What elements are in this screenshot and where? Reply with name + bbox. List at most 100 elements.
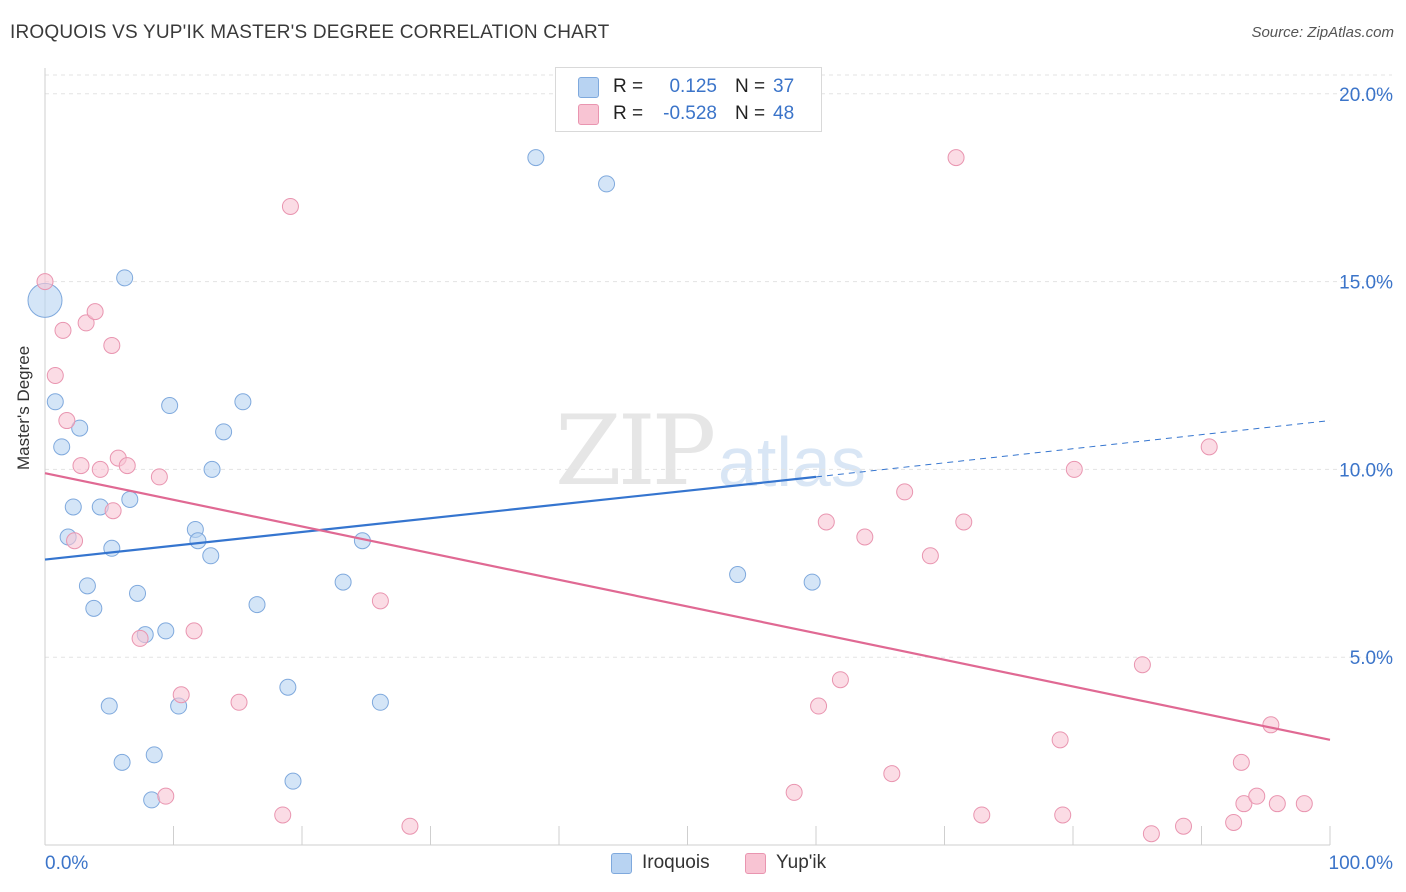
legend-r-label: R = <box>613 103 644 124</box>
yupik-point <box>810 697 828 715</box>
iroquois-point <box>64 498 82 516</box>
yupik-legend-swatch <box>745 852 766 874</box>
yupik-point <box>371 592 389 610</box>
yupik-point <box>921 547 939 565</box>
yupik-point <box>1295 795 1313 813</box>
yupik-point <box>1200 438 1218 456</box>
iroquois-point <box>598 175 616 193</box>
iroquois-swatch <box>578 76 599 98</box>
y-tick-label: 15.0% <box>1339 273 1393 294</box>
yupik-point <box>1225 813 1243 831</box>
legend-yupik-r: -0.528 <box>663 103 717 124</box>
iroquois-point <box>334 573 352 591</box>
iroquois-point <box>234 393 252 411</box>
yupik-point <box>86 303 104 321</box>
yupik-point <box>36 273 54 291</box>
legend-r-label: R = <box>613 76 644 97</box>
iroquois-point <box>284 772 302 790</box>
yupik-point <box>1054 806 1072 824</box>
yupik-point <box>104 502 122 520</box>
yupik-trend-line <box>44 472 1331 741</box>
iroquois-point <box>161 397 179 415</box>
yupik-point <box>46 366 64 384</box>
iroquois-trend-line <box>44 475 817 561</box>
legend-yupik-n: 48 <box>773 103 795 124</box>
iroquois-point <box>527 149 545 167</box>
iroquois-point <box>189 532 207 550</box>
source-credit: Source: ZipAtlas.com <box>1251 24 1394 41</box>
yupik-point <box>58 412 76 430</box>
yupik-point <box>72 457 90 475</box>
yupik-point <box>274 806 292 824</box>
iroquois-point <box>113 753 131 771</box>
chart-title: IROQUOIS VS YUP'IK MASTER'S DEGREE CORRE… <box>10 22 610 43</box>
axes <box>44 68 1331 846</box>
yupik-point <box>1142 825 1160 843</box>
x-tick-label: 100.0% <box>1329 853 1394 874</box>
yupik-point <box>831 671 849 689</box>
yupik-point <box>1262 716 1280 734</box>
yupik-point <box>54 321 72 339</box>
iroquois-legend-swatch <box>611 852 632 874</box>
watermark-atlas: atlas <box>718 423 866 501</box>
yupik-point <box>947 149 965 167</box>
yupik-point <box>973 806 991 824</box>
yupik-point <box>883 765 901 783</box>
legend-row-yupik: R = -0.528 N = 48 <box>578 99 794 129</box>
iroquois-point <box>202 547 220 565</box>
yupik-point <box>185 622 203 640</box>
iroquois-point <box>157 622 175 640</box>
tick-labels: 5.0% 10.0% 15.0% 20.0% 0.0% 100.0% <box>45 85 1393 874</box>
correlation-legend: R = 0.125 N = 37 R = -0.528 N = 48 <box>555 67 822 132</box>
iroquois-point <box>53 438 71 456</box>
iroquois-point <box>279 678 297 696</box>
x-tick-label: 0.0% <box>45 853 88 874</box>
yupik-legend-label: Yup'ik <box>776 852 827 873</box>
yupik-point <box>281 197 299 215</box>
yupik-point <box>1268 795 1286 813</box>
yupik-point <box>230 693 248 711</box>
yupik-point <box>1175 817 1193 835</box>
iroquois-point <box>71 419 89 437</box>
yupik-point <box>150 468 168 486</box>
yupik-point <box>103 336 121 354</box>
iroquois-point <box>203 460 221 478</box>
gridlines <box>45 74 1392 658</box>
legend-n-label: N = <box>735 76 766 97</box>
yupik-point <box>1235 795 1253 813</box>
iroquois-point <box>145 746 163 764</box>
bottom-legend-yupik: Yup'ik <box>745 852 826 874</box>
iroquois-point <box>100 697 118 715</box>
legend-n-label: N = <box>735 103 766 124</box>
iroquois-trend-extension <box>815 420 1331 478</box>
iroquois-point <box>803 573 821 591</box>
iroquois-point <box>116 269 134 287</box>
iroquois-point <box>78 577 96 595</box>
yupik-swatch <box>578 103 599 125</box>
legend-row-iroquois: R = 0.125 N = 37 <box>578 72 794 102</box>
yupik-point <box>77 314 95 332</box>
watermark-zip: ZIP <box>555 395 716 507</box>
iroquois-point <box>248 596 266 614</box>
iroquois-point <box>215 423 233 441</box>
yupik-point <box>1232 753 1250 771</box>
yupik-point <box>91 460 109 478</box>
iroquois-point <box>143 791 161 809</box>
iroquois-point <box>129 584 147 602</box>
y-tick-label: 5.0% <box>1350 648 1393 669</box>
data-points <box>27 149 1313 843</box>
iroquois-point <box>46 393 64 411</box>
trend-lines <box>44 420 1331 741</box>
yupik-point <box>817 513 835 531</box>
yupik-point <box>1248 787 1266 805</box>
yupik-point <box>896 483 914 501</box>
yupik-point <box>131 629 149 647</box>
y-axis-label: Master's Degree <box>14 345 33 470</box>
legend-iroquois-n: 37 <box>773 76 795 97</box>
iroquois-point <box>729 566 747 584</box>
iroquois-legend-label: Iroquois <box>642 852 710 873</box>
yupik-point <box>66 532 84 550</box>
yupik-point <box>1051 731 1069 749</box>
iroquois-point <box>371 693 389 711</box>
